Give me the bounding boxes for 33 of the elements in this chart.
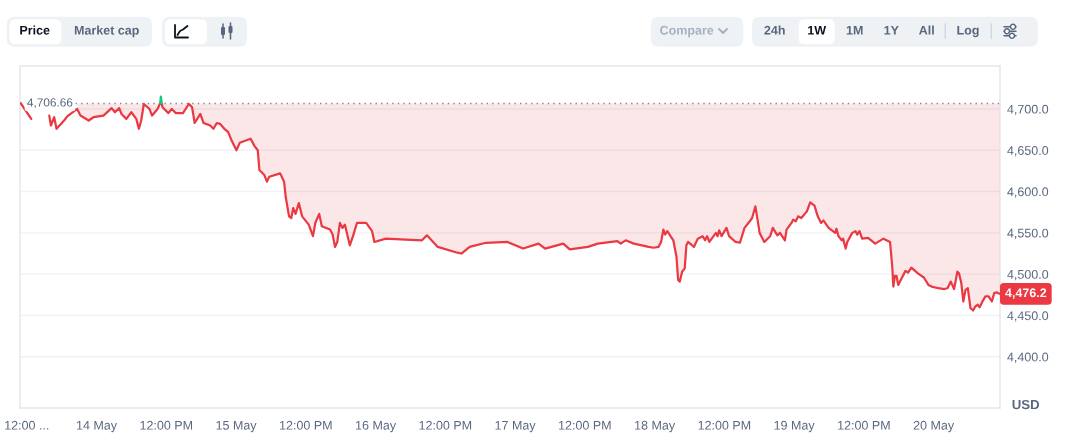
text: All — [919, 25, 934, 35]
x-tick-label: 14 May — [77, 420, 118, 433]
text: 1Y — [884, 25, 899, 35]
x-tick-label: 12:00 PM — [838, 420, 890, 430]
text: 1M — [846, 25, 863, 35]
y-tick-label: 4,700.0 — [1007, 104, 1049, 116]
y-tick-label: 4,500.0 — [1007, 269, 1049, 281]
x-tick-label: 12:00 ... — [5, 420, 49, 430]
x-tick-label: 12:00 PM — [280, 420, 332, 430]
text: 1W — [808, 25, 827, 35]
y-tick-label: 4,400.0 — [1007, 352, 1049, 363]
x-tick-label: 15 May — [216, 420, 257, 433]
text: Price — [20, 25, 50, 35]
y-axis-title: USD — [1012, 399, 1040, 410]
y-tick-label: 4,450.0 — [1007, 311, 1049, 322]
text: Market cap — [74, 25, 139, 38]
x-tick-label: 20 May — [913, 420, 955, 433]
y-tick-label: 4,600.0 — [1007, 187, 1049, 198]
x-tick-label: 18 May — [635, 420, 676, 433]
annotation: 4,476.2 — [1005, 288, 1047, 299]
x-tick-label: 12:00 PM — [140, 420, 193, 430]
x-tick-label: 16 May — [356, 420, 397, 433]
y-tick-label: 4,650.0 — [1007, 146, 1049, 157]
x-tick-label: 12:00 PM — [419, 420, 472, 430]
y-tick-label: 4,550.0 — [1007, 228, 1049, 239]
x-tick-label: 12:00 PM — [559, 420, 611, 430]
text: Log — [957, 25, 979, 38]
x-tick-label: 19 May — [774, 420, 815, 433]
text: Compare — [660, 25, 714, 38]
x-tick-label: 17 May — [495, 420, 536, 433]
x-tick-label: 12:00 PM — [698, 420, 751, 430]
ref-line-label: 4,706.66 — [27, 98, 73, 109]
text: 24h — [764, 25, 785, 35]
